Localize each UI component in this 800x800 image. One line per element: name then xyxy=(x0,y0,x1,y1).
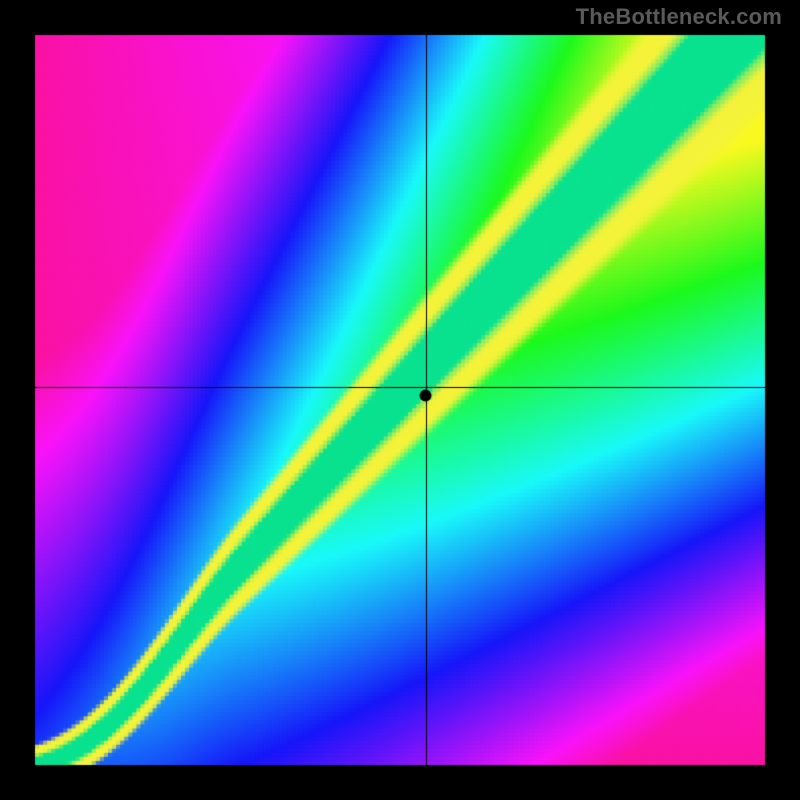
figure-root: TheBottleneck.com xyxy=(0,0,800,800)
heatmap-canvas xyxy=(0,0,800,800)
watermark-text: TheBottleneck.com xyxy=(576,4,782,30)
